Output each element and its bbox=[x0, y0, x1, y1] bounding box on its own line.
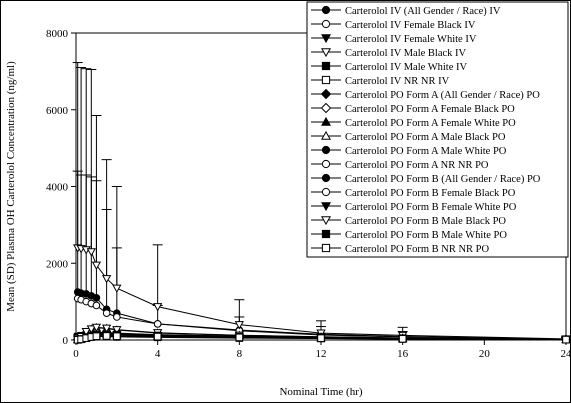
legend-swatch-marker bbox=[321, 19, 331, 29]
y-tick-label: 4000 bbox=[46, 182, 69, 194]
legend-swatch-marker bbox=[321, 145, 331, 155]
legend: Carterolol IV (All Gender / Race) IV Cart… bbox=[306, 1, 569, 258]
legend-entry-label: Carterolol IV (All Gender / Race) IV bbox=[345, 6, 501, 17]
legend-swatch-marker bbox=[321, 48, 331, 58]
legend-swatch-marker bbox=[321, 5, 331, 15]
legend-entry-label: Carterolol IV Male White IV bbox=[345, 62, 467, 73]
data-point bbox=[102, 309, 111, 317]
data-point bbox=[113, 332, 121, 341]
data-point bbox=[112, 326, 122, 335]
y-axis-title: Mean (SD) Plasma OH Carterolol Concentra… bbox=[5, 61, 17, 312]
data-point bbox=[91, 261, 102, 270]
legend-entry-label: Carterolol IV Female White IV bbox=[345, 34, 477, 45]
data-point bbox=[112, 284, 122, 294]
legend-swatch-marker bbox=[321, 243, 331, 253]
data-point bbox=[153, 320, 162, 328]
legend-swatch-marker bbox=[321, 61, 331, 71]
legend-swatch-marker bbox=[321, 116, 331, 126]
x-tick-label: 4 bbox=[155, 348, 161, 360]
x-tick-label: 0 bbox=[73, 348, 79, 360]
data-point bbox=[91, 323, 102, 333]
x-tick-label: 12 bbox=[316, 348, 327, 360]
legend-swatch-marker bbox=[320, 88, 332, 100]
legend-swatch-marker bbox=[321, 187, 331, 197]
legend-swatch-marker bbox=[321, 173, 331, 183]
data-point bbox=[102, 332, 111, 340]
legend-swatch-marker bbox=[321, 216, 331, 226]
legend-entry-label: Carterolol PO Form A Female Black PO bbox=[345, 104, 515, 115]
legend-entry-label: Carterolol PO Form B Female White PO bbox=[345, 202, 517, 213]
legend-entry-label: Carterolol IV NR NR IV bbox=[345, 76, 450, 87]
legend-entry-label: Carterolol IV Male Black IV bbox=[345, 48, 467, 59]
legend-entry-label: Carterolol PO Form A NR NR PO bbox=[345, 160, 489, 171]
x-tick-label: 20 bbox=[479, 348, 491, 360]
data-point bbox=[101, 324, 112, 333]
data-point bbox=[562, 335, 570, 344]
legend-entry-label: Carterolol PO Form B NR NR PO bbox=[345, 244, 490, 255]
x-tick-label: 16 bbox=[397, 348, 409, 360]
x-tick-label: 8 bbox=[237, 348, 243, 360]
legend-entry-label: Carterolol PO Form A Male Black PO bbox=[345, 132, 506, 143]
legend-swatch-marker bbox=[321, 75, 331, 85]
series-markers bbox=[72, 244, 571, 345]
legend-swatch-marker bbox=[321, 130, 331, 140]
y-tick-label: 2000 bbox=[46, 258, 69, 270]
legend-swatch-marker bbox=[321, 159, 331, 169]
y-tick-label: 6000 bbox=[46, 105, 69, 117]
data-point bbox=[92, 293, 101, 302]
legend-entry-label: Carterolol PO Form A Female White PO bbox=[345, 118, 516, 129]
data-point bbox=[235, 333, 244, 342]
data-point bbox=[153, 303, 163, 312]
legend-entry-label: Carterolol PO Form B Male Black PO bbox=[345, 216, 506, 227]
x-axis-title: Nominal Time (hr) bbox=[279, 386, 362, 398]
legend-swatch-marker bbox=[321, 34, 331, 44]
legend-entry-label: Carterolol PO Form B Female Black PO bbox=[345, 188, 516, 199]
legend-entry-label: Carterolol PO Form A Male White PO bbox=[345, 146, 507, 157]
data-point bbox=[86, 325, 96, 334]
data-point bbox=[317, 334, 325, 342]
data-point bbox=[92, 301, 101, 310]
data-point bbox=[86, 248, 96, 257]
legend-swatch-marker bbox=[321, 229, 331, 239]
legend-entry-label: Carterolol IV Female Black IV bbox=[345, 20, 476, 31]
data-point bbox=[398, 335, 407, 343]
series-line-3 bbox=[77, 247, 567, 340]
legend-swatch-marker bbox=[320, 102, 332, 114]
x-tick-label: 24 bbox=[561, 348, 571, 360]
data-point bbox=[113, 313, 121, 321]
data-point bbox=[153, 332, 162, 341]
data-point bbox=[234, 321, 244, 330]
y-tick-label: 8000 bbox=[46, 28, 69, 40]
legend-entry-label: Carterolol PO Form B Male White PO bbox=[345, 230, 507, 241]
legend-entry-label: Carterolol PO Form A (All Gender / Race)… bbox=[345, 90, 540, 101]
legend-swatch-marker bbox=[321, 202, 331, 212]
data-point bbox=[92, 332, 101, 341]
legend-entry-label: Carterolol PO Form B (All Gender / Race)… bbox=[345, 174, 541, 185]
legend-box bbox=[306, 1, 569, 258]
series-lines bbox=[77, 247, 567, 341]
y-tick-label: 0 bbox=[63, 335, 69, 347]
data-point bbox=[101, 275, 112, 284]
